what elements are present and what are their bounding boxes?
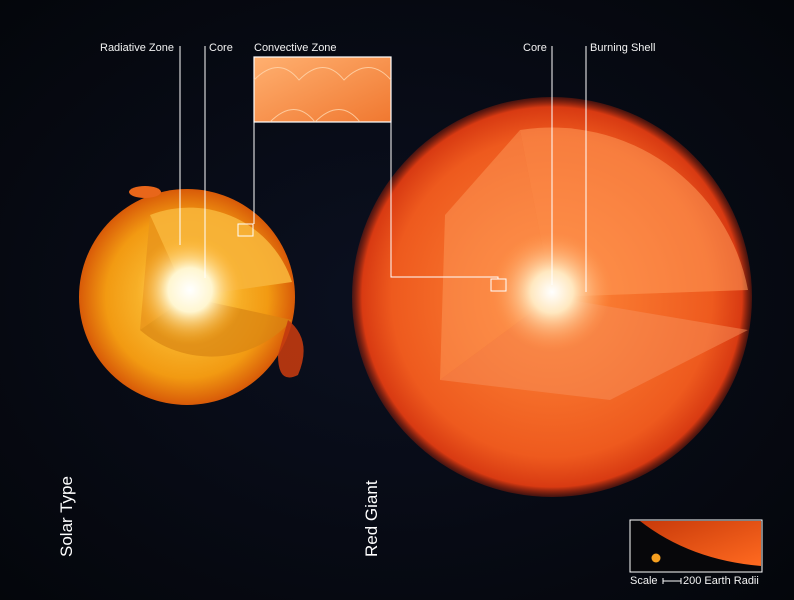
label-convective-zone: Convective Zone <box>254 42 337 54</box>
red-giant-star <box>352 97 752 497</box>
red-giant-title: Red Giant <box>362 480 381 557</box>
convective-zone-inset <box>253 56 392 123</box>
label-burning-shell: Burning Shell <box>590 42 656 54</box>
solar-type-title: Solar Type <box>57 476 76 557</box>
solar-prominence <box>129 186 161 198</box>
scale-inset <box>629 519 763 584</box>
solar-type-star <box>79 186 304 405</box>
label-radiative-zone: Radiative Zone <box>100 42 174 54</box>
connector-lines <box>179 46 587 292</box>
solar-core <box>135 235 245 345</box>
label-red-giant-core: Core <box>523 42 547 54</box>
red-giant-core <box>492 232 612 352</box>
scale-label: Scale <box>630 575 658 587</box>
scale-value: 200 Earth Radii <box>683 575 759 587</box>
label-solar-core: Core <box>209 42 233 54</box>
solar-flare <box>278 320 304 378</box>
